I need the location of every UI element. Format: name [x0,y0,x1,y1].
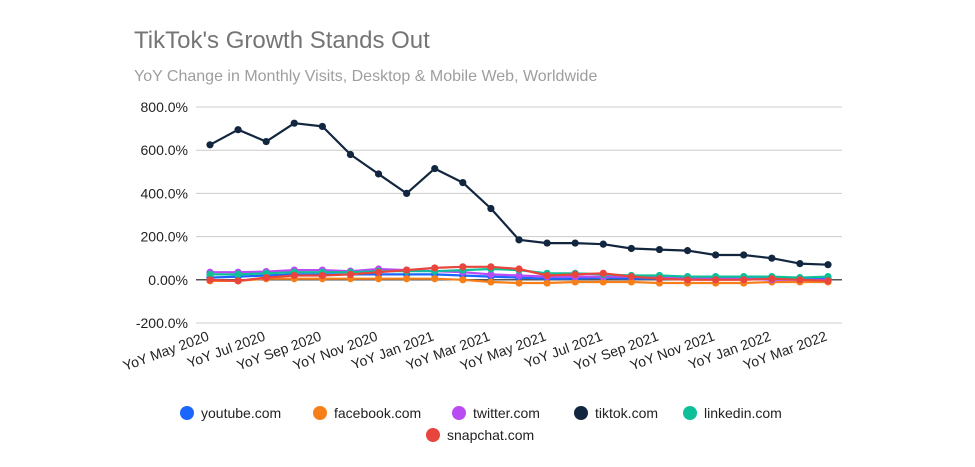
data-point-facebook [487,278,495,286]
data-point-tiktok [571,239,579,247]
data-point-snapchat [543,271,551,280]
data-point-snapchat [318,271,326,280]
data-point-tiktok [374,170,383,178]
data-point-twitter [515,271,523,280]
data-point-snapchat [459,263,467,271]
data-point-snapchat [487,263,495,271]
data-point-snapchat [627,272,635,281]
data-point-facebook [599,278,607,286]
plot-area [206,119,832,287]
y-axis: -200.0% 0.00% 200.0% 400.0% 600.0% 800.0% [136,99,188,331]
data-point-tiktok [712,251,720,259]
legend-swatch [452,406,466,420]
data-point-facebook [627,278,635,286]
data-point-facebook [515,279,523,287]
legend-item-tiktok: tiktok.com [574,405,658,421]
data-point-linkedin [234,270,242,278]
data-point-snapchat [431,264,439,272]
data-point-snapchat [290,271,298,280]
y-tick-label: 200.0% [141,229,188,245]
data-point-snapchat [740,276,748,284]
data-point-snapchat [262,274,270,282]
data-point-facebook [431,275,439,283]
gridlines [196,106,842,324]
legend-label: linkedin.com [704,405,782,421]
data-point-facebook [571,278,579,286]
series-snapchat [206,263,832,285]
data-point-tiktok [403,189,411,197]
data-point-twitter [487,270,495,278]
data-point-tiktok [431,164,439,173]
data-point-snapchat [796,276,804,284]
data-point-snapchat [768,275,776,283]
data-point-facebook [374,275,383,283]
data-point-tiktok [487,204,495,213]
data-point-facebook [543,279,551,287]
data-point-snapchat [824,277,832,285]
legend-swatch [313,406,327,420]
data-point-tiktok [627,244,635,253]
data-point-tiktok [346,150,355,159]
data-point-snapchat [234,277,242,285]
data-point-tiktok [262,137,270,146]
data-point-tiktok [683,247,692,255]
data-point-facebook [459,276,467,284]
data-point-linkedin [206,270,214,278]
legend-swatch [683,406,697,420]
data-point-snapchat [374,268,383,276]
data-point-tiktok [655,245,664,254]
data-point-snapchat [515,265,523,273]
data-point-facebook [403,275,411,283]
data-point-snapchat [403,266,411,274]
data-point-tiktok [599,240,607,248]
legend-swatch [426,428,440,442]
data-point-tiktok [824,261,832,269]
data-point-tiktok [740,251,748,259]
legend: youtube.com facebook.com twitter.com tiktok… [180,405,782,443]
y-tick-label: 800.0% [141,99,188,115]
legend-swatch [180,406,194,420]
data-point-tiktok [768,254,776,262]
data-point-tiktok [206,141,214,149]
chart-subtitle: YoY Change in Monthly Visits, Desktop & … [134,68,597,85]
legend-swatch [574,406,588,420]
legend-item-snapchat: snapchat.com [426,427,534,443]
legend-label: facebook.com [334,405,421,421]
legend-item-youtube: youtube.com [180,405,281,421]
y-tick-label: 0.00% [148,272,188,288]
data-point-tiktok [543,239,551,247]
legend-label: twitter.com [473,405,540,421]
y-tick-label: -200.0% [136,315,188,331]
data-point-snapchat [571,270,579,278]
y-tick-label: 600.0% [141,142,188,158]
legend-item-linkedin: linkedin.com [683,405,782,421]
data-point-snapchat [683,276,692,284]
legend-item-twitter: twitter.com [452,405,540,421]
data-point-tiktok [459,179,467,187]
data-point-tiktok [234,126,242,134]
data-point-snapchat [655,275,664,283]
chart-title: TikTok's Growth Stands Out [134,27,430,54]
data-point-tiktok [290,119,298,127]
legend-label: youtube.com [201,405,281,421]
data-point-snapchat [599,269,607,277]
legend-label: tiktok.com [595,405,658,421]
legend-label: snapchat.com [447,427,534,443]
data-point-tiktok [796,260,804,268]
series-tiktok [206,119,832,269]
data-point-snapchat [346,270,355,278]
data-point-tiktok [318,122,326,131]
y-tick-label: 400.0% [141,185,188,201]
series-line-tiktok [209,122,829,266]
data-point-snapchat [206,276,214,284]
data-point-tiktok [515,236,523,244]
legend-item-facebook: facebook.com [313,405,421,421]
data-point-snapchat [712,276,720,284]
